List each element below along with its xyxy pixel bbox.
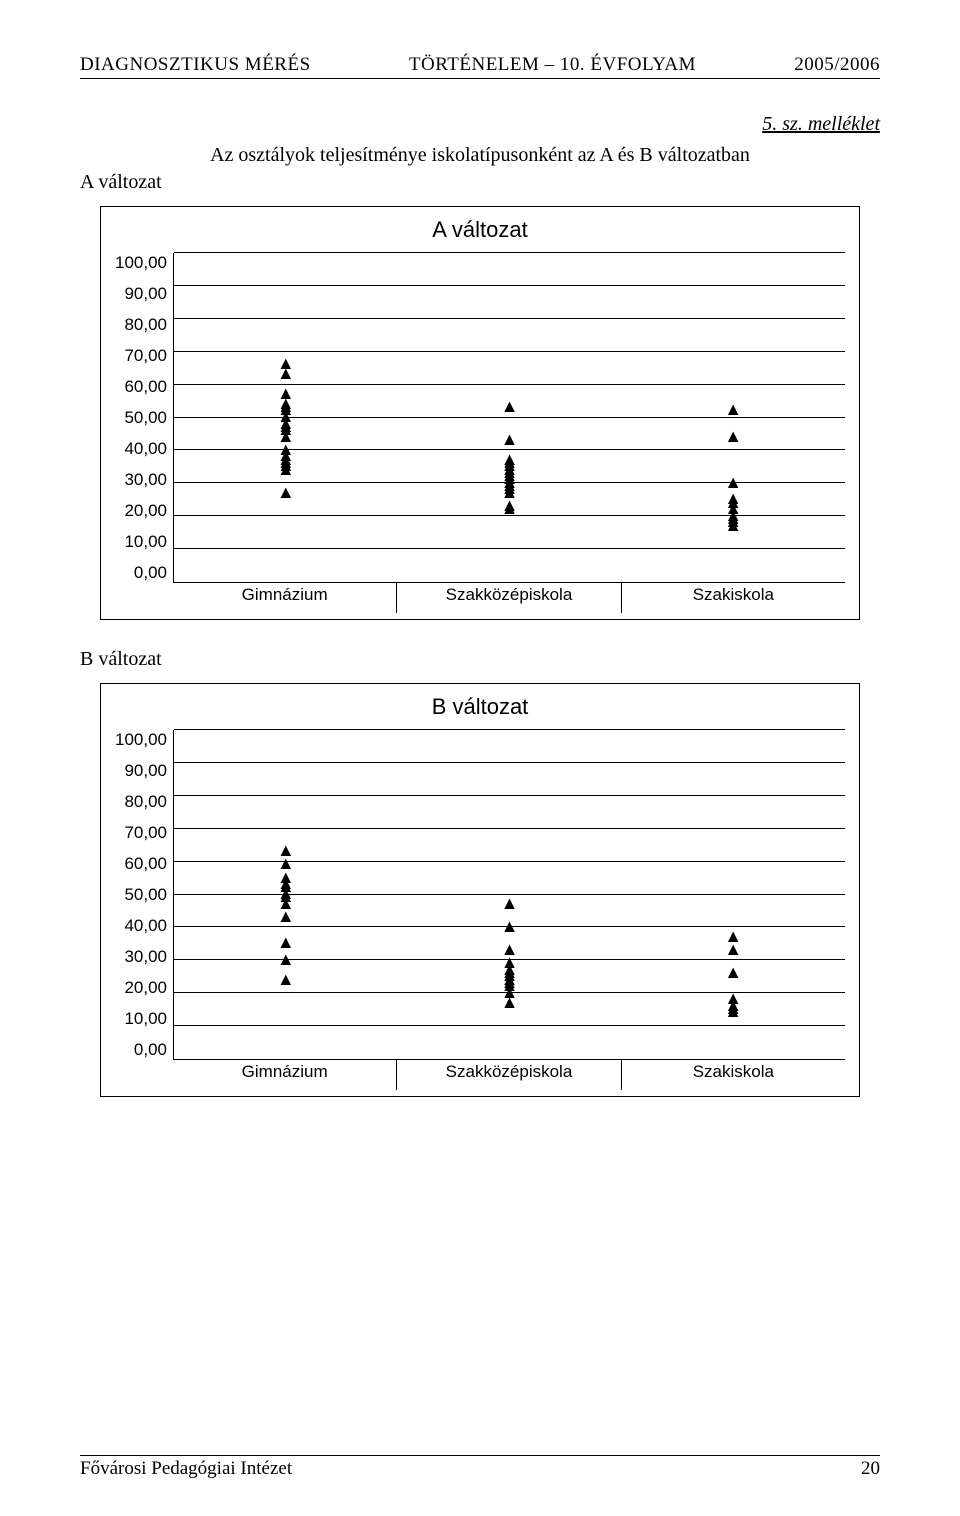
gridline bbox=[174, 1025, 845, 1026]
xtick-label: Szakiskola bbox=[621, 583, 845, 613]
data-point: ▲ bbox=[501, 894, 519, 912]
chart-a-xaxis: GimnáziumSzakközépiskolaSzakiskola bbox=[173, 583, 845, 613]
variant-a-label: A változat bbox=[80, 171, 880, 194]
annex-label: 5. sz. melléklet bbox=[80, 113, 880, 136]
ytick-label: 10,00 bbox=[124, 1009, 167, 1029]
chart-b-yaxis: 100,00 90,00 80,00 70,00 60,00 50,00 40,00 30,0… bbox=[115, 730, 173, 1060]
data-point: ▲ bbox=[277, 950, 295, 968]
data-point: ▲ bbox=[277, 460, 295, 478]
gridline bbox=[174, 762, 845, 763]
data-point: ▲ bbox=[501, 430, 519, 448]
page-subtitle: Az osztályok teljesítménye iskolatípuson… bbox=[80, 144, 880, 167]
chart-b-xaxis: GimnáziumSzakközépiskolaSzakiskola bbox=[173, 1060, 845, 1090]
page-footer: Fővárosi Pedagógiai Intézet 20 bbox=[80, 1455, 880, 1480]
ytick-label: 90,00 bbox=[124, 761, 167, 781]
chart-b-plot: ▲▲▲▲▲▲▲▲▲▲▲▲▲▲▲▲▲▲▲▲▲▲▲▲▲▲▲▲▲▲▲ bbox=[173, 730, 845, 1060]
gridline bbox=[174, 318, 845, 319]
gridline bbox=[174, 795, 845, 796]
ytick-label: 60,00 bbox=[124, 854, 167, 874]
xtick-label: Szakközépiskola bbox=[396, 1060, 620, 1090]
chart-a-yaxis: 100,00 90,00 80,00 70,00 60,00 50,00 40,00 30,0… bbox=[115, 253, 173, 583]
ytick-label: 90,00 bbox=[124, 284, 167, 304]
chart-b-body: 100,00 90,00 80,00 70,00 60,00 50,00 40,00 30,0… bbox=[115, 730, 845, 1090]
ytick-label: 30,00 bbox=[124, 470, 167, 490]
ytick-label: 50,00 bbox=[124, 408, 167, 428]
ytick-label: 100,00 bbox=[115, 253, 167, 273]
chart-a-frame: A változat 100,00 90,00 80,00 70,00 60,00 50,… bbox=[100, 206, 860, 620]
data-point: ▲ bbox=[724, 1002, 742, 1020]
gridline bbox=[174, 861, 845, 862]
data-point: ▲ bbox=[501, 499, 519, 517]
ytick-label: 10,00 bbox=[124, 532, 167, 552]
gridline bbox=[174, 384, 845, 385]
data-point: ▲ bbox=[277, 483, 295, 501]
ytick-label: 40,00 bbox=[124, 916, 167, 936]
data-point: ▲ bbox=[277, 907, 295, 925]
gridline bbox=[174, 285, 845, 286]
data-point: ▲ bbox=[501, 397, 519, 415]
data-point: ▲ bbox=[724, 940, 742, 958]
ytick-label: 40,00 bbox=[124, 439, 167, 459]
ytick-label: 0,00 bbox=[134, 563, 167, 583]
header-left: DIAGNOSZTIKUS MÉRÉS bbox=[80, 54, 311, 76]
xtick-label: Szakközépiskola bbox=[396, 583, 620, 613]
data-point: ▲ bbox=[277, 970, 295, 988]
ytick-label: 100,00 bbox=[115, 730, 167, 750]
data-point: ▲ bbox=[501, 993, 519, 1011]
xtick-label: Gimnázium bbox=[173, 583, 396, 613]
ytick-label: 0,00 bbox=[134, 1040, 167, 1060]
ytick-label: 30,00 bbox=[124, 947, 167, 967]
chart-b-frame: B változat 100,00 90,00 80,00 70,00 60,00 50,… bbox=[100, 683, 860, 1097]
xtick-label: Gimnázium bbox=[173, 1060, 396, 1090]
ytick-label: 50,00 bbox=[124, 885, 167, 905]
variant-b-label: B változat bbox=[80, 648, 880, 671]
footer-right: 20 bbox=[861, 1458, 880, 1480]
ytick-label: 20,00 bbox=[124, 978, 167, 998]
gridline bbox=[174, 828, 845, 829]
header-right: 2005/2006 bbox=[794, 54, 880, 76]
gridline bbox=[174, 729, 845, 730]
header-center: TÖRTÉNELEM – 10. ÉVFOLYAM bbox=[409, 54, 696, 76]
ytick-label: 70,00 bbox=[124, 823, 167, 843]
gridline bbox=[174, 252, 845, 253]
data-point: ▲ bbox=[724, 516, 742, 534]
ytick-label: 70,00 bbox=[124, 346, 167, 366]
ytick-label: 80,00 bbox=[124, 315, 167, 335]
footer-left: Fővárosi Pedagógiai Intézet bbox=[80, 1458, 292, 1480]
gridline bbox=[174, 351, 845, 352]
page: DIAGNOSZTIKUS MÉRÉS TÖRTÉNELEM – 10. ÉVF… bbox=[0, 0, 960, 1516]
gridline bbox=[174, 548, 845, 549]
ytick-label: 80,00 bbox=[124, 792, 167, 812]
data-point: ▲ bbox=[277, 364, 295, 382]
chart-b-plotwrap: ▲▲▲▲▲▲▲▲▲▲▲▲▲▲▲▲▲▲▲▲▲▲▲▲▲▲▲▲▲▲▲ Gimnáziu… bbox=[173, 730, 845, 1090]
chart-a-plot: ▲▲▲▲▲▲▲▲▲▲▲▲▲▲▲▲▲▲▲▲▲▲▲▲▲▲▲▲▲▲▲▲▲▲▲▲▲▲▲▲… bbox=[173, 253, 845, 583]
page-header: DIAGNOSZTIKUS MÉRÉS TÖRTÉNELEM – 10. ÉVF… bbox=[80, 54, 880, 79]
data-point: ▲ bbox=[724, 963, 742, 981]
data-point: ▲ bbox=[724, 427, 742, 445]
gridline bbox=[174, 417, 845, 418]
chart-a-plotwrap: ▲▲▲▲▲▲▲▲▲▲▲▲▲▲▲▲▲▲▲▲▲▲▲▲▲▲▲▲▲▲▲▲▲▲▲▲▲▲▲▲… bbox=[173, 253, 845, 613]
chart-a-title: A változat bbox=[115, 217, 845, 243]
chart-b-title: B változat bbox=[115, 694, 845, 720]
data-point: ▲ bbox=[501, 917, 519, 935]
ytick-label: 20,00 bbox=[124, 501, 167, 521]
ytick-label: 60,00 bbox=[124, 377, 167, 397]
chart-a-body: 100,00 90,00 80,00 70,00 60,00 50,00 40,00 30,0… bbox=[115, 253, 845, 613]
xtick-label: Szakiskola bbox=[621, 1060, 845, 1090]
data-point: ▲ bbox=[724, 400, 742, 418]
